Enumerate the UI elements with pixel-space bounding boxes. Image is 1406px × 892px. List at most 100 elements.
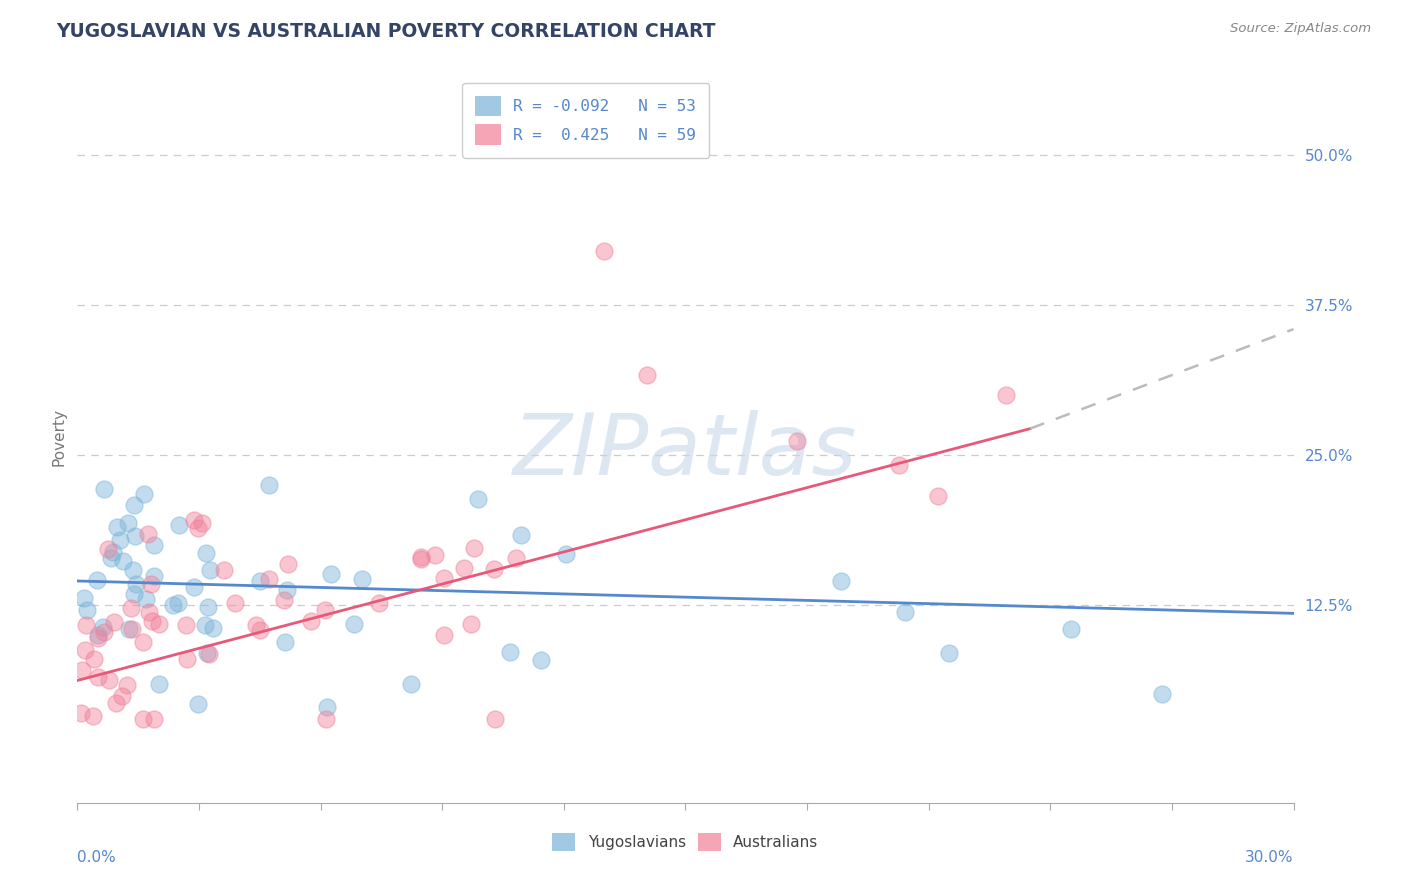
Text: 30.0%: 30.0% [1246, 850, 1294, 865]
Point [277, 557, 299, 571]
Point [70, 663, 93, 677]
Point [97, 673, 120, 688]
Legend: Yugoslavians, Australians: Yugoslavians, Australians [547, 827, 824, 857]
Point [894, 605, 917, 619]
Point [460, 617, 482, 632]
Point [249, 623, 271, 637]
Point [176, 651, 198, 665]
Point [509, 528, 531, 542]
Point [274, 634, 297, 648]
Point [86, 573, 108, 587]
Point [111, 554, 134, 568]
Point [183, 513, 205, 527]
Point [467, 491, 489, 506]
Point [484, 712, 506, 726]
Text: 0.0%: 0.0% [77, 850, 117, 865]
Point [432, 628, 454, 642]
Point [257, 477, 280, 491]
Text: ZIPatlas: ZIPatlas [513, 410, 858, 493]
Point [122, 498, 145, 512]
Point [93, 482, 115, 496]
Point [423, 548, 446, 562]
Point [76, 603, 98, 617]
Text: Source: ZipAtlas.com: Source: ZipAtlas.com [1230, 22, 1371, 36]
Point [321, 567, 343, 582]
Point [187, 521, 209, 535]
Point [108, 533, 131, 548]
Point [197, 600, 219, 615]
Point [505, 550, 527, 565]
Point [191, 516, 214, 530]
Point [167, 596, 190, 610]
Point [83, 652, 105, 666]
Point [143, 712, 166, 726]
Point [1059, 622, 1081, 636]
Point [136, 527, 159, 541]
Point [453, 561, 475, 575]
Point [433, 571, 456, 585]
Point [202, 621, 225, 635]
Point [117, 516, 139, 530]
Point [70, 706, 93, 721]
Point [132, 635, 155, 649]
Point [138, 605, 160, 619]
Point [367, 595, 389, 609]
Point [314, 603, 336, 617]
Point [411, 550, 433, 565]
Point [75, 617, 97, 632]
Point [636, 368, 658, 383]
Point [187, 697, 209, 711]
Point [212, 564, 235, 578]
Point [411, 552, 433, 566]
Point [315, 699, 337, 714]
Point [245, 618, 267, 632]
Point [148, 616, 170, 631]
Point [101, 544, 124, 558]
Point [97, 542, 120, 557]
Point [105, 519, 128, 533]
Point [87, 631, 110, 645]
Point [927, 489, 949, 503]
Point [276, 582, 298, 597]
Point [132, 712, 155, 726]
Point [463, 541, 485, 555]
Point [121, 622, 143, 636]
Point [183, 580, 205, 594]
Point [135, 592, 157, 607]
Point [530, 652, 553, 666]
Point [224, 595, 246, 609]
Point [169, 517, 191, 532]
Point [593, 244, 616, 259]
Point [887, 458, 910, 472]
Point [249, 574, 271, 589]
Point [1150, 688, 1173, 702]
Point [197, 647, 219, 661]
Point [120, 601, 142, 615]
Point [143, 538, 166, 552]
Text: YUGOSLAVIAN VS AUSTRALIAN POVERTY CORRELATION CHART: YUGOSLAVIAN VS AUSTRALIAN POVERTY CORREL… [56, 22, 716, 41]
Point [100, 550, 122, 565]
Point [786, 434, 808, 448]
Point [124, 529, 146, 543]
Point [124, 587, 146, 601]
Point [273, 592, 295, 607]
Point [118, 622, 141, 636]
Point [87, 628, 110, 642]
Point [141, 614, 163, 628]
Point [87, 670, 110, 684]
Point [830, 574, 852, 589]
Point [105, 696, 128, 710]
Point [103, 615, 125, 629]
Point [315, 712, 337, 726]
Point [195, 546, 218, 560]
Point [111, 690, 134, 704]
Point [132, 487, 155, 501]
Point [174, 618, 197, 632]
Point [343, 617, 366, 632]
Point [482, 562, 505, 576]
Point [115, 678, 138, 692]
Point [195, 646, 218, 660]
Point [995, 388, 1018, 402]
Point [401, 676, 423, 690]
Point [93, 625, 115, 640]
